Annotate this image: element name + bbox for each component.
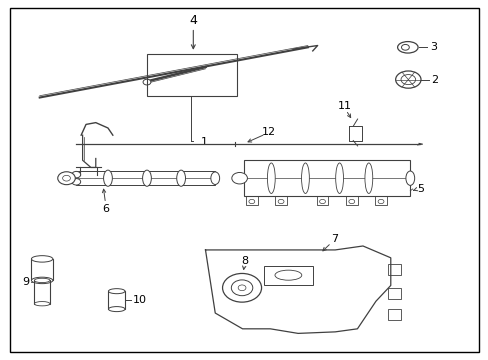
Bar [387,288,400,299]
Ellipse shape [397,41,417,53]
Ellipse shape [31,277,53,284]
Ellipse shape [34,302,50,306]
Circle shape [231,172,247,184]
Circle shape [238,285,245,291]
Text: 10: 10 [133,295,147,305]
Bar [245,196,257,205]
Circle shape [319,199,325,204]
Bar [76,171,215,185]
Bar [387,309,400,320]
Ellipse shape [301,163,309,193]
Text: 11: 11 [337,102,351,112]
Ellipse shape [395,71,420,88]
Ellipse shape [405,171,414,185]
Text: 4: 4 [189,14,197,27]
Text: 1: 1 [200,138,207,147]
Ellipse shape [34,278,50,283]
Circle shape [222,274,261,302]
Ellipse shape [108,307,125,312]
Circle shape [248,199,254,204]
Ellipse shape [103,170,112,186]
Ellipse shape [72,171,81,178]
Circle shape [278,199,284,204]
Ellipse shape [210,172,219,184]
Circle shape [58,172,75,185]
Ellipse shape [267,163,275,193]
Bar [387,264,400,275]
Bar [34,280,50,304]
Ellipse shape [108,289,125,294]
Ellipse shape [142,170,151,186]
Bar [374,196,386,205]
Text: 12: 12 [261,127,275,136]
Ellipse shape [400,75,415,85]
Circle shape [348,199,354,204]
Text: 2: 2 [430,75,437,85]
Text: 3: 3 [429,42,436,52]
Bar [31,259,53,280]
Bar [147,54,237,96]
Bar [264,266,312,285]
Text: 8: 8 [241,256,247,266]
Bar [275,196,286,205]
Ellipse shape [72,179,81,185]
Circle shape [401,44,408,50]
Bar [108,291,125,309]
Ellipse shape [335,163,343,193]
Text: 9: 9 [22,277,29,287]
Bar [316,196,328,205]
Text: 7: 7 [330,234,338,244]
Bar [345,196,357,205]
Circle shape [377,199,383,204]
Circle shape [62,175,70,181]
Ellipse shape [176,170,185,186]
Ellipse shape [364,163,372,193]
Bar [244,160,409,196]
Text: 5: 5 [417,184,424,194]
Text: 6: 6 [102,204,109,214]
Ellipse shape [31,256,53,262]
Circle shape [143,79,151,85]
Circle shape [231,280,252,296]
